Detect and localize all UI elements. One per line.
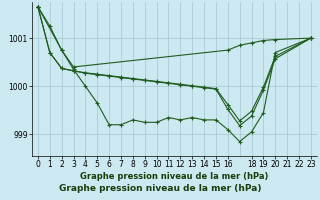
Text: Graphe pression niveau de la mer (hPa): Graphe pression niveau de la mer (hPa) xyxy=(59,184,261,193)
X-axis label: Graphe pression niveau de la mer (hPa): Graphe pression niveau de la mer (hPa) xyxy=(80,172,268,181)
